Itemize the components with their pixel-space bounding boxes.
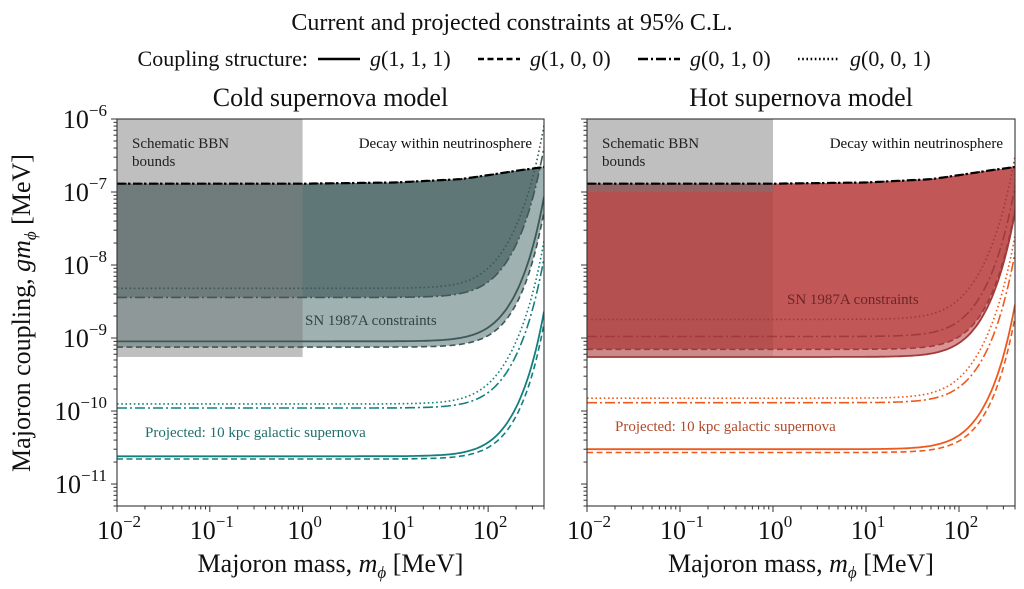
series-current-solid [587,212,1015,358]
plot-area [587,119,1015,454]
bbn-region [587,119,774,193]
y-axis-label: Majoron coupling, gmϕ [MeV] [7,154,40,472]
series-projected-dashdot [117,257,544,409]
x-tick-label: 102 [473,512,508,545]
panel-title: Cold supernova model [213,83,448,112]
legend-label: g(0, 1, 0) [690,46,771,71]
x-tick-label: 100 [287,512,322,545]
y-axis-label-subscript: ϕ [21,231,40,240]
sn1987a-label: SN 1987A constraints [787,292,919,308]
y-tick-label: 10−10 [54,393,107,426]
series-projected-solid [587,304,1015,451]
legend: Coupling structure: g(1, 1, 1) g(1, 0, 0)… [138,46,931,71]
x-tick-label: 100 [758,512,793,545]
sn1987a-label: SN 1987A constraints [305,313,437,329]
legend-label: g(1, 0, 0) [530,46,611,71]
projected-label: Projected: 10 kpc galactic supernova [145,425,366,441]
series-current-solid [117,196,544,343]
y-axis-label-symbol: gm [7,240,36,272]
x-tick-label: 10−1 [190,512,234,545]
bbn-region [117,119,303,357]
series-current-dashed [587,209,1015,351]
decay-label: Decay within neutrinosphere [359,136,533,152]
hot-panel: Hot supernova model Schematic BBN bounds De… [567,83,1016,582]
panel-title: Hot supernova model [689,83,913,112]
x-axis-label: Majoron mass, mϕ [MeV] [198,549,464,582]
legend-title: Coupling structure: [138,46,308,71]
series-projected-dashed [117,323,544,460]
x-tick-label: 10−2 [97,512,141,545]
decay-boundary-dotted [117,166,544,185]
decay-boundary-dotted [587,166,1015,185]
x-tick-label: 101 [380,512,415,545]
x-tick-label: 10−1 [660,512,704,545]
legend-label: g(0, 0, 1) [850,46,931,71]
x-tick-label: 101 [851,512,886,545]
y-axis-label-text: Majoron coupling, [7,272,36,472]
plot-area [117,119,544,460]
legend-label: g(1, 1, 1) [370,46,451,71]
y-tick-label: 10−9 [63,320,107,353]
projected-label: Projected: 10 kpc galactic supernova [615,419,836,435]
x-tick-label: 102 [944,512,979,545]
series-projected-dotted [587,235,1015,399]
y-tick-label: 10−6 [63,101,107,134]
suptitle: Current and projected constraints at 95%… [291,10,732,36]
y-axis-label-unit: [MeV] [7,154,36,231]
bbn-region-overlap [587,183,774,357]
x-tick-label: 10−2 [567,512,611,545]
series-current-dashed [117,211,544,348]
y-tick-label: 10−11 [55,466,107,499]
series-current-dotted [117,125,544,290]
series-current-dashdot [117,147,544,299]
decay-label: Decay within neutrinosphere [830,136,1004,152]
series-projected-solid [117,311,544,458]
cold-panel: Cold supernova model Schematic BBN bounds D… [54,83,545,582]
series-current-dotted [587,156,1015,321]
bbn-label: Schematic BBN bounds [602,136,699,170]
x-axis-label: Majoron mass, mϕ [MeV] [668,549,934,582]
y-tick-label: 10−7 [63,174,108,207]
series-projected-dashed [587,316,1015,454]
sn1987a-band-dark [587,167,1015,357]
bbn-label: Schematic BBN bounds [132,136,229,170]
y-tick-label: 10−8 [63,247,107,280]
